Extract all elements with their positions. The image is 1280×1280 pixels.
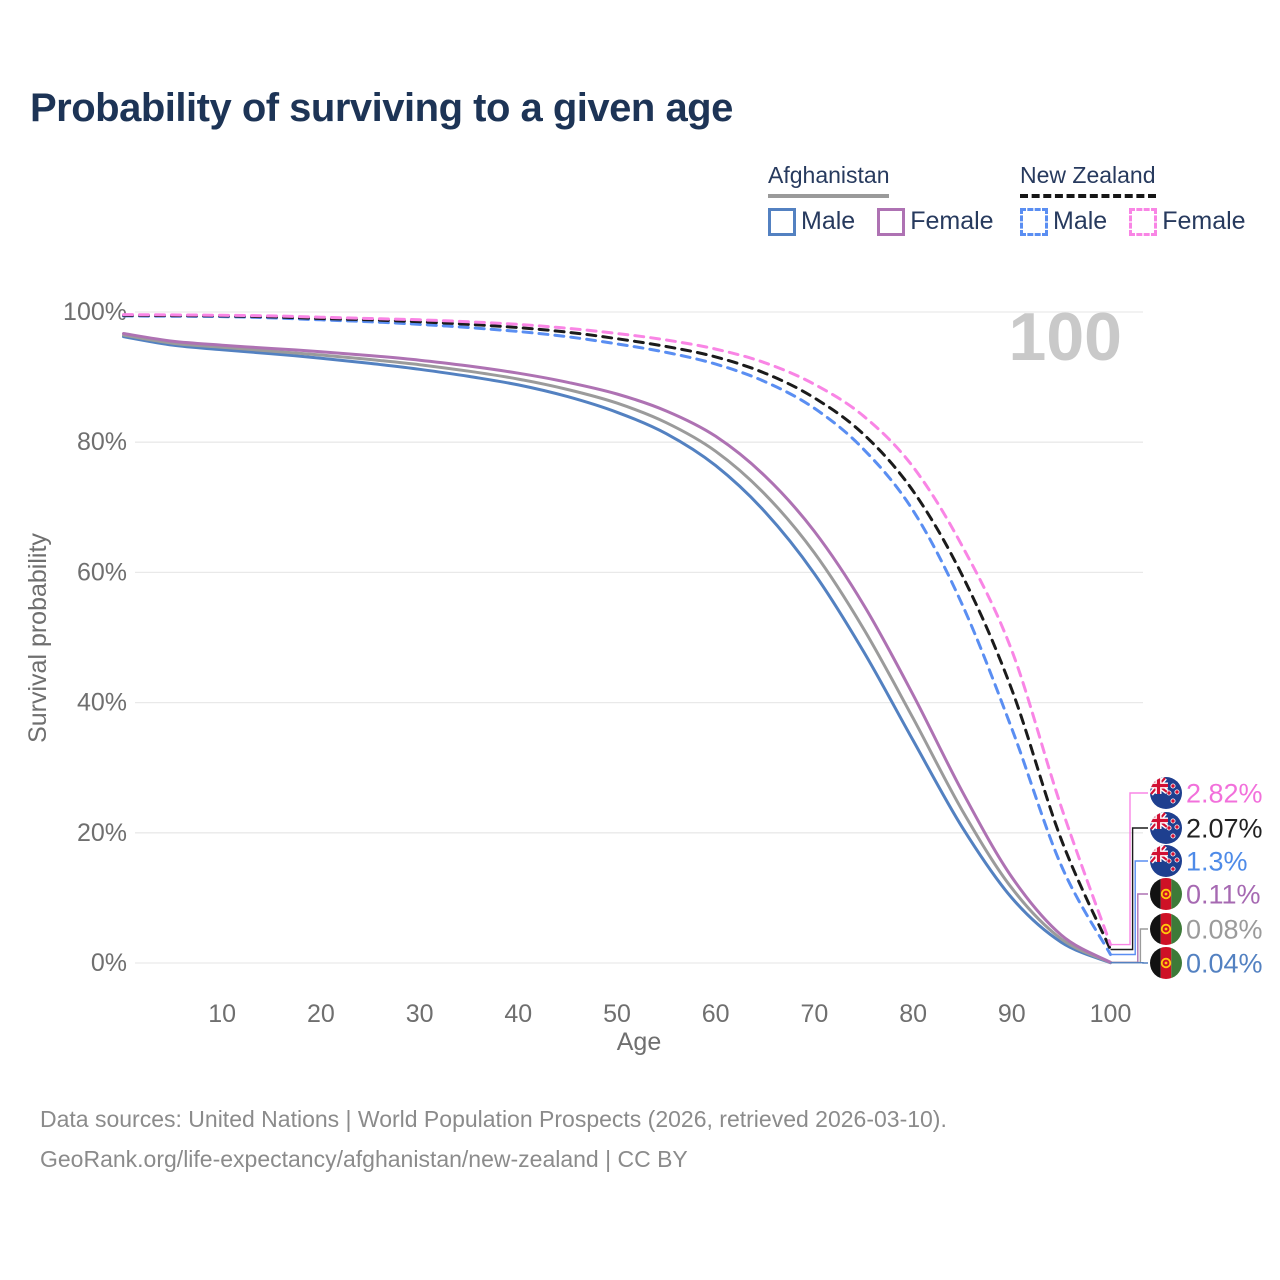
x-tick-label: 80 (899, 1000, 927, 1028)
y-tick-label: 80% (77, 428, 127, 456)
end-label-connector (1110, 827, 1148, 951)
legend-item-label: Female (910, 207, 994, 235)
series-line-new-zealand-both[interactable] (122, 313, 1112, 951)
legend-item-afghanistan-female[interactable]: Female (877, 207, 994, 236)
afghanistan-flag-icon (1150, 947, 1182, 979)
x-tick-label: 20 (307, 1000, 335, 1028)
afghanistan-flag-icon (1150, 913, 1182, 945)
afghanistan-female-swatch-icon (877, 207, 906, 236)
end-value-label-new-zealand-both: 2.07% (1186, 814, 1263, 844)
series-line-new-zealand-female[interactable] (122, 313, 1112, 947)
end-value-label-afghanistan-both: 0.08% (1186, 915, 1263, 945)
end-value-label-new-zealand-male: 1.3% (1186, 847, 1248, 877)
series-line-afghanistan-male[interactable] (122, 335, 1112, 965)
end-label-connector (1110, 860, 1148, 956)
legend-item-label: Male (1053, 207, 1108, 235)
new-zealand-female-swatch-icon (1129, 207, 1158, 236)
page-title: Probability of surviving to a given age (30, 86, 733, 130)
new-zealand-flag-icon (1150, 845, 1182, 877)
end-label-connector (1110, 792, 1148, 946)
legend-item-afghanistan-male[interactable]: Male (768, 207, 855, 236)
x-tick-label: 60 (702, 1000, 730, 1028)
afghanistan-male-swatch-icon (768, 207, 796, 236)
legend-group-new-zealand: New Zealand Male Female (1020, 162, 1268, 236)
end-value-label-new-zealand-female: 2.82% (1186, 779, 1263, 809)
legend-item-new-zealand-male[interactable]: Male (1020, 207, 1107, 236)
end-label-connector (1110, 928, 1148, 964)
legend-group-afghanistan: Afghanistan Male Female (768, 162, 1016, 236)
watermark-age-counter: 100 (1009, 299, 1122, 375)
y-tick-label: 60% (77, 558, 127, 586)
x-tick-label: 100 (1090, 1000, 1132, 1028)
x-tick-label: 30 (406, 1000, 434, 1028)
x-tick-label: 90 (998, 1000, 1026, 1028)
new-zealand-male-swatch-icon (1020, 207, 1048, 236)
legend-item-label: Female (1162, 207, 1246, 235)
x-tick-label: 50 (603, 1000, 631, 1028)
y-axis-title: Survival probability (24, 533, 52, 743)
legend-header-new-zealand: New Zealand (1020, 162, 1156, 198)
attribution-link-text: GeoRank.org/life-expectancy/afghanistan/… (40, 1146, 688, 1172)
legend-item-new-zealand-female[interactable]: Female (1129, 207, 1246, 236)
survival-probability-chart[interactable]: 0% 20% 40% 60% 80% 100% 10 20 30 40 50 60 70 80 90 100 A… (0, 0, 1280, 1085)
end-value-label-afghanistan-male: 0.04% (1186, 949, 1263, 979)
afghanistan-flag-icon (1150, 878, 1182, 910)
data-sources-text: Data sources: United Nations | World Pop… (40, 1106, 947, 1132)
legend-header-afghanistan: Afghanistan (768, 162, 890, 198)
y-tick-label: 20% (77, 819, 127, 847)
x-tick-label: 40 (504, 1000, 532, 1028)
x-tick-label: 70 (800, 1000, 828, 1028)
y-tick-label: 40% (77, 689, 127, 717)
y-tick-label: 100% (63, 298, 127, 326)
new-zealand-flag-icon (1150, 777, 1182, 809)
end-value-label-afghanistan-female: 0.11% (1186, 880, 1261, 910)
series-line-afghanistan-female[interactable] (122, 332, 1112, 964)
new-zealand-flag-icon (1150, 812, 1182, 844)
x-tick-label: 10 (208, 1000, 236, 1028)
series-line-afghanistan-both[interactable] (122, 333, 1112, 964)
x-axis-title: Age (617, 1028, 661, 1056)
y-tick-label: 0% (91, 949, 127, 977)
legend-item-label: Male (801, 207, 856, 235)
end-label-connector (1110, 893, 1148, 963)
